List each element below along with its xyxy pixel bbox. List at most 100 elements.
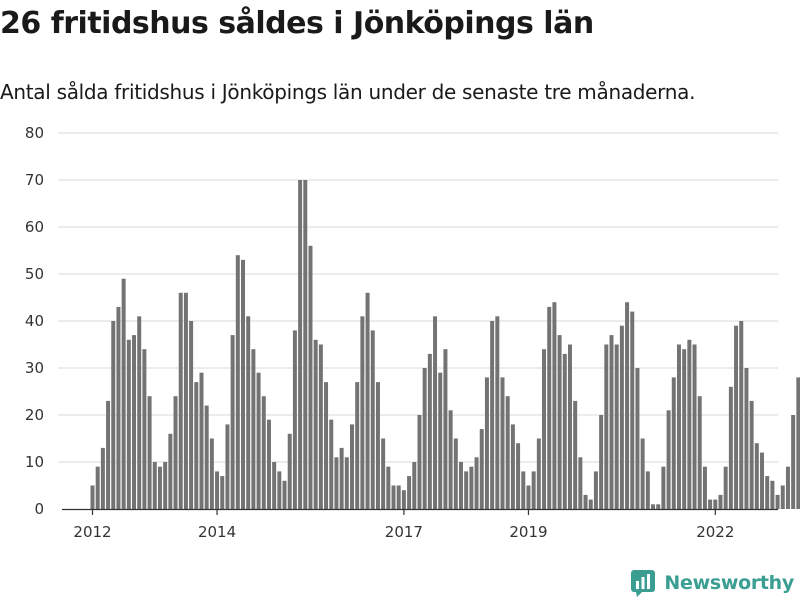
bar bbox=[121, 278, 126, 509]
y-tick-label: 60 bbox=[25, 218, 44, 236]
bar bbox=[692, 344, 697, 509]
bar bbox=[251, 349, 256, 509]
y-tick-label: 40 bbox=[25, 312, 44, 330]
bar bbox=[656, 504, 661, 509]
bar bbox=[95, 466, 100, 509]
bar bbox=[723, 466, 728, 509]
bar bbox=[588, 499, 593, 509]
bar bbox=[640, 438, 645, 509]
bar bbox=[500, 377, 505, 509]
x-tick-label: 2019 bbox=[509, 523, 547, 541]
bar bbox=[360, 316, 365, 509]
bar bbox=[178, 292, 183, 509]
bar bbox=[687, 339, 692, 509]
bar bbox=[433, 316, 438, 509]
grid-lines bbox=[58, 132, 778, 463]
bar bbox=[744, 368, 749, 509]
bar bbox=[443, 349, 448, 509]
bar bbox=[448, 410, 453, 509]
bar bbox=[625, 302, 630, 509]
bar bbox=[225, 424, 230, 509]
bar bbox=[329, 419, 334, 509]
bar bbox=[666, 410, 671, 509]
bar bbox=[235, 255, 240, 509]
brand-name: Newsworthy bbox=[664, 572, 794, 594]
bar bbox=[266, 419, 271, 509]
bar bbox=[417, 415, 422, 509]
y-tick-label: 70 bbox=[25, 171, 44, 189]
bar bbox=[583, 494, 588, 509]
y-tick-label: 20 bbox=[25, 406, 44, 424]
bar bbox=[651, 504, 656, 509]
bar bbox=[298, 180, 303, 509]
bar bbox=[635, 368, 640, 509]
bar bbox=[204, 405, 209, 509]
newsworthy-logo-icon bbox=[631, 570, 656, 597]
bar bbox=[791, 415, 796, 509]
bar bbox=[220, 476, 225, 509]
bar bbox=[458, 462, 463, 509]
bar bbox=[386, 466, 391, 509]
bar bbox=[344, 457, 349, 509]
bar bbox=[282, 480, 287, 509]
bar bbox=[562, 353, 567, 509]
bar bbox=[365, 292, 370, 509]
bar bbox=[547, 306, 552, 509]
y-tick-label: 50 bbox=[25, 265, 44, 283]
bar bbox=[334, 457, 339, 509]
bars bbox=[90, 180, 800, 510]
bar bbox=[516, 443, 521, 509]
bar bbox=[246, 316, 251, 509]
bar bbox=[391, 485, 396, 509]
bar bbox=[526, 485, 531, 509]
bar bbox=[396, 485, 401, 509]
bar bbox=[422, 368, 427, 509]
bar bbox=[324, 382, 329, 509]
bar bbox=[542, 349, 547, 509]
bar bbox=[407, 476, 412, 509]
bar bbox=[697, 396, 702, 509]
bar bbox=[661, 466, 666, 509]
bar bbox=[536, 438, 541, 509]
bar bbox=[682, 349, 687, 509]
bar bbox=[557, 335, 562, 509]
bar bbox=[567, 344, 572, 509]
bar bbox=[370, 330, 375, 509]
bar bbox=[593, 471, 598, 509]
bar bbox=[796, 377, 800, 509]
bar bbox=[734, 325, 739, 509]
bar bbox=[142, 349, 147, 509]
bar bbox=[401, 490, 406, 509]
bar bbox=[552, 302, 557, 509]
bar bbox=[147, 396, 152, 509]
bar bbox=[355, 382, 360, 509]
bar bbox=[780, 485, 785, 509]
bar bbox=[90, 485, 95, 509]
bar bbox=[749, 400, 754, 509]
y-tick-label: 10 bbox=[25, 453, 44, 471]
bar bbox=[381, 438, 386, 509]
bar bbox=[194, 382, 199, 509]
bar bbox=[609, 335, 614, 509]
x-tick-label: 2022 bbox=[696, 523, 734, 541]
bar bbox=[412, 462, 417, 509]
bar bbox=[770, 480, 775, 509]
bar bbox=[339, 447, 344, 509]
bar bbox=[573, 400, 578, 509]
bar bbox=[256, 372, 261, 509]
bar bbox=[163, 462, 168, 509]
bar bbox=[215, 471, 220, 509]
bar bbox=[765, 476, 770, 509]
bar bbox=[785, 466, 790, 509]
bar bbox=[531, 471, 536, 509]
bar bbox=[760, 452, 765, 509]
bar bbox=[604, 344, 609, 509]
bar bbox=[713, 499, 718, 509]
bar bbox=[676, 344, 681, 509]
bar bbox=[350, 424, 354, 509]
x-tick-label: 2012 bbox=[73, 523, 111, 541]
bar bbox=[183, 292, 188, 509]
bar bbox=[599, 415, 604, 509]
bar bbox=[261, 396, 266, 509]
bar bbox=[303, 180, 308, 509]
